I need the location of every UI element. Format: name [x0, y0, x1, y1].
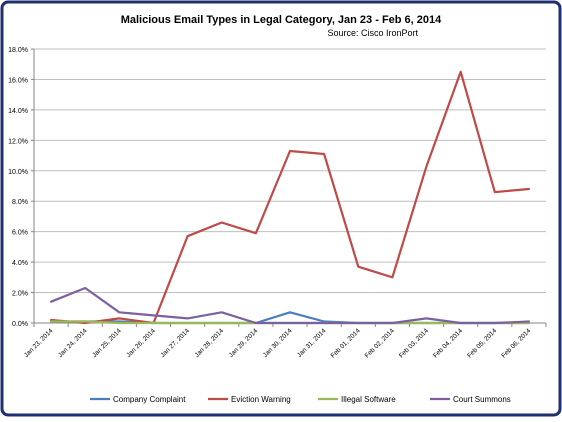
chart-title: Malicious Email Types in Legal Category,… [121, 14, 442, 26]
chart-subtitle: Source: Cisco IronPort [327, 28, 418, 38]
legend-label-illegal-software: Illegal Software [341, 395, 396, 404]
y-tick-label: 4.0% [12, 260, 28, 267]
y-tick-label: 12.0% [8, 138, 28, 145]
legend-label-company-complaint: Company Complaint [113, 395, 186, 404]
legend-label-court-summons: Court Summons [453, 395, 511, 404]
y-axis-ticks: 0.0% 2.0% 4.0% 6.0% 8.0% 10.0% 12.0% 14.0% 16.0%… [8, 47, 34, 328]
y-tick-label: 10.0% [8, 169, 28, 176]
series-lines [49, 70, 531, 325]
y-tick-label: 16.0% [8, 77, 28, 84]
y-tick-label: 0.0% [12, 321, 28, 328]
y-tick-label: 14.0% [8, 108, 28, 115]
y-tick-label: 2.0% [12, 291, 28, 298]
legend-label-eviction-warning: Eviction Warning [231, 395, 291, 404]
gridlines [34, 48, 546, 294]
y-tick-label: 18.0% [8, 47, 28, 54]
series-line-eviction-warning [49, 70, 531, 325]
series-line-court-summons [49, 286, 531, 325]
y-tick-label: 6.0% [12, 230, 28, 237]
legend: Company Complaint Eviction Warning Illegal… [90, 395, 511, 404]
y-tick-label: 8.0% [12, 199, 28, 206]
